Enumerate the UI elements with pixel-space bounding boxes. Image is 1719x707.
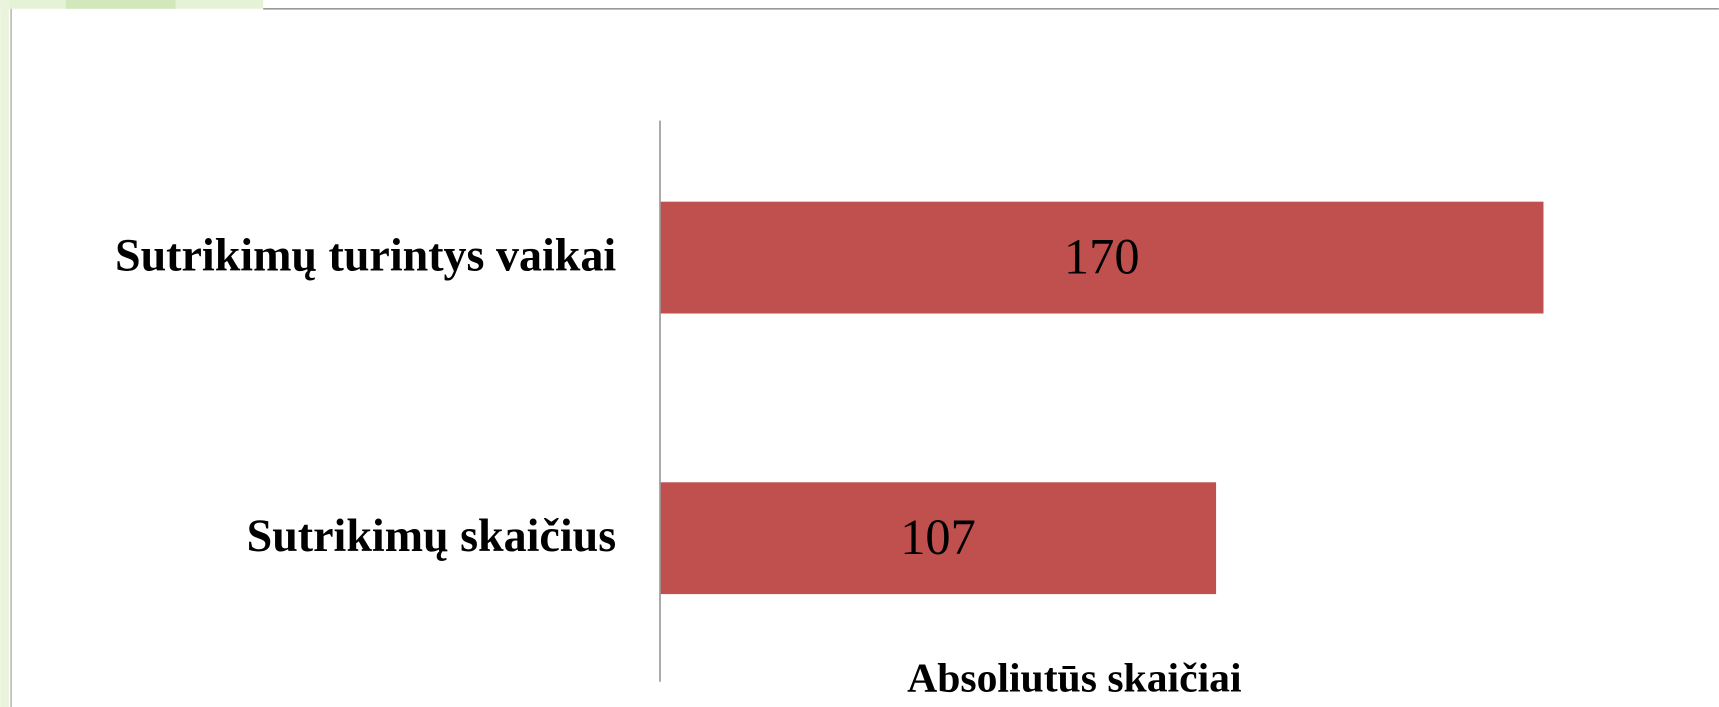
decoration [65, 0, 176, 9]
bar [660, 482, 1217, 595]
value-label: 107 [900, 509, 976, 565]
bar [660, 201, 1544, 314]
decoration [0, 0, 9, 707]
category-label: Sutrikimų skaičius [247, 510, 617, 561]
category-label: Sutrikimų turintys vaikai [115, 229, 616, 280]
x-axis-title: Absoliutūs skaičiai [907, 655, 1241, 701]
value-label: 170 [1064, 229, 1140, 285]
